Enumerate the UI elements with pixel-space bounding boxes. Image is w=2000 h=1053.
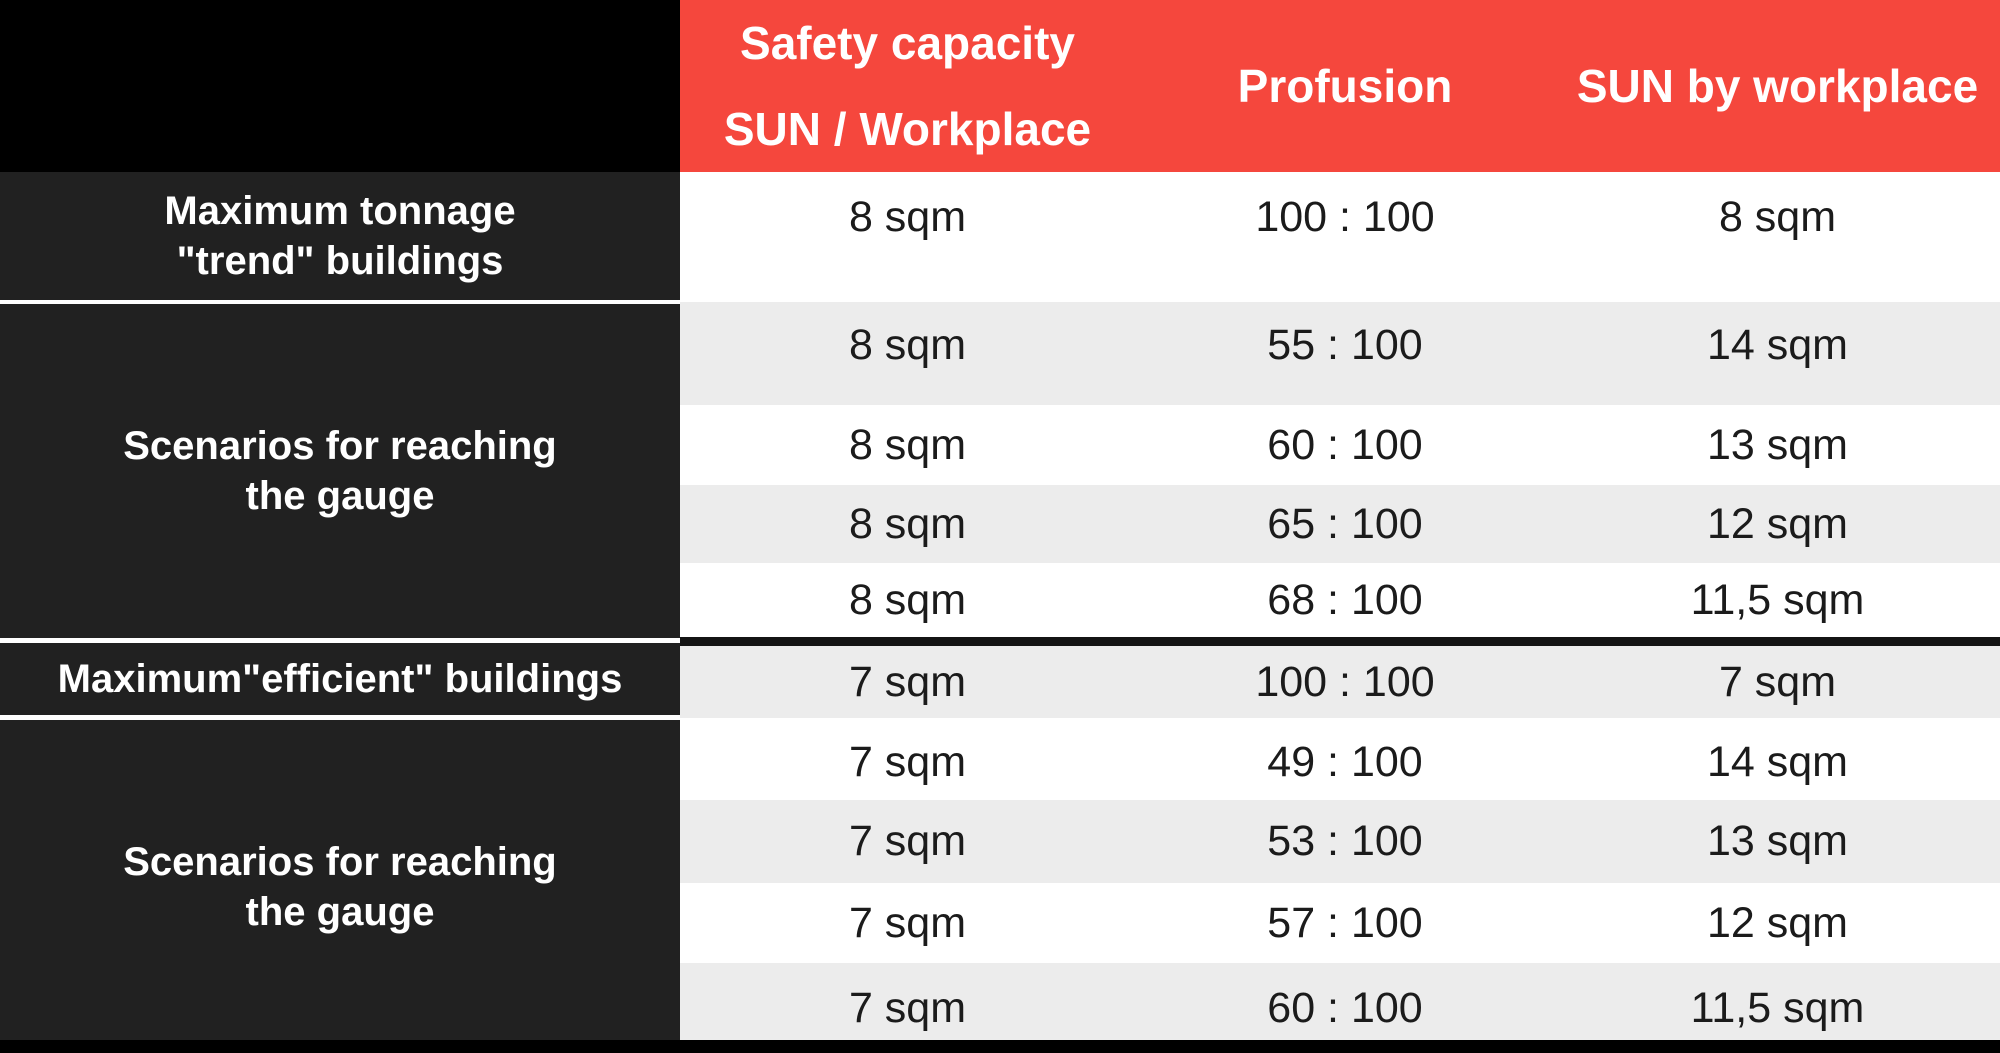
table-row: 8 sqm 68 : 100 11,5 sqm — [680, 563, 2000, 637]
table-row: 7 sqm 60 : 100 11,5 sqm — [680, 963, 2000, 1053]
cell-capacity: 8 sqm — [848, 575, 967, 624]
table-row: 8 sqm 100 : 100 8 sqm — [680, 172, 2000, 302]
cell-profusion: 100 : 100 — [1255, 192, 1435, 241]
bottom-border — [0, 1040, 2000, 1053]
cell-capacity: 7 sqm — [848, 983, 967, 1032]
cell-capacity: 7 sqm — [848, 898, 967, 947]
cell-sun: 13 sqm — [1706, 420, 1848, 469]
row-label-scenarios-efficient: Scenarios for reaching the gauge — [0, 720, 680, 1053]
row-label-text: Maximum tonnage "trend" buildings — [164, 189, 516, 283]
cell-capacity: 8 sqm — [848, 321, 967, 369]
cell-capacity: 8 sqm — [848, 192, 967, 241]
cell-sun: 12 sqm — [1706, 499, 1848, 548]
table-header-row: Safety capacity SUN / Workplace Profusio… — [680, 0, 2000, 172]
row-label-column: Maximum tonnage "trend" buildings Scenar… — [0, 0, 680, 1053]
cell-sun: 11,5 sqm — [1690, 575, 1865, 624]
header-safety-capacity-line2: SUN / Workplace — [723, 102, 1092, 155]
label-divider — [0, 300, 680, 304]
cell-sun: 8 sqm — [1718, 192, 1837, 241]
row-label-max-trend-buildings: Maximum tonnage "trend" buildings — [0, 172, 680, 300]
header-profusion: Profusion — [1237, 59, 1453, 112]
table-row: 8 sqm 65 : 100 12 sqm — [680, 485, 2000, 563]
cell-profusion: 60 : 100 — [1267, 420, 1423, 469]
cell-capacity: 7 sqm — [848, 737, 967, 786]
table-row: 7 sqm 57 : 100 12 sqm — [680, 883, 2000, 963]
cell-profusion: 57 : 100 — [1267, 898, 1423, 947]
header-safety-capacity: Safety capacity SUN / Workplace — [680, 0, 1135, 172]
label-divider — [0, 715, 680, 720]
row-label-max-efficient-buildings: Maximum"efficient" buildings — [0, 643, 680, 715]
cell-capacity: 8 sqm — [848, 499, 967, 548]
cell-capacity: 8 sqm — [848, 420, 967, 469]
section-divider — [680, 637, 2000, 646]
header-sun-by-workplace: SUN by workplace — [1576, 59, 1979, 112]
table-row: 7 sqm 49 : 100 14 sqm — [680, 724, 2000, 800]
cell-capacity: 7 sqm — [848, 817, 967, 865]
cell-capacity: 7 sqm — [848, 657, 967, 706]
cell-sun: 13 sqm — [1706, 817, 1848, 865]
cell-sun: 7 sqm — [1718, 657, 1837, 706]
row-label-text: Scenarios for reaching the gauge — [123, 839, 557, 934]
table-row: 8 sqm 60 : 100 13 sqm — [680, 405, 2000, 485]
cell-profusion: 53 : 100 — [1267, 817, 1423, 865]
data-area: Safety capacity SUN / Workplace Profusio… — [680, 0, 2000, 1053]
cell-sun: 12 sqm — [1706, 898, 1848, 947]
header-safety-capacity-line1: Safety capacity — [740, 16, 1075, 69]
label-divider — [0, 638, 680, 643]
row-divider — [680, 718, 2000, 724]
cell-sun: 14 sqm — [1706, 737, 1848, 786]
cell-sun: 14 sqm — [1706, 321, 1848, 369]
row-label-scenarios-trend: Scenarios for reaching the gauge — [0, 304, 680, 638]
cell-profusion: 100 : 100 — [1255, 657, 1435, 706]
cell-profusion: 49 : 100 — [1267, 737, 1423, 786]
row-label-text: Maximum"efficient" buildings — [57, 657, 623, 701]
table-corner-cell — [0, 0, 680, 172]
cell-profusion: 60 : 100 — [1267, 983, 1423, 1032]
cell-sun: 11,5 sqm — [1690, 983, 1865, 1032]
cell-profusion: 68 : 100 — [1267, 575, 1423, 624]
row-label-text: Scenarios for reaching the gauge — [123, 424, 557, 518]
cell-profusion: 65 : 100 — [1267, 499, 1423, 548]
table-row: 7 sqm 53 : 100 13 sqm — [680, 800, 2000, 883]
cell-profusion: 55 : 100 — [1267, 321, 1423, 369]
table-row: 8 sqm 55 : 100 14 sqm — [680, 302, 2000, 405]
table-row: 7 sqm 100 : 100 7 sqm — [680, 646, 2000, 718]
